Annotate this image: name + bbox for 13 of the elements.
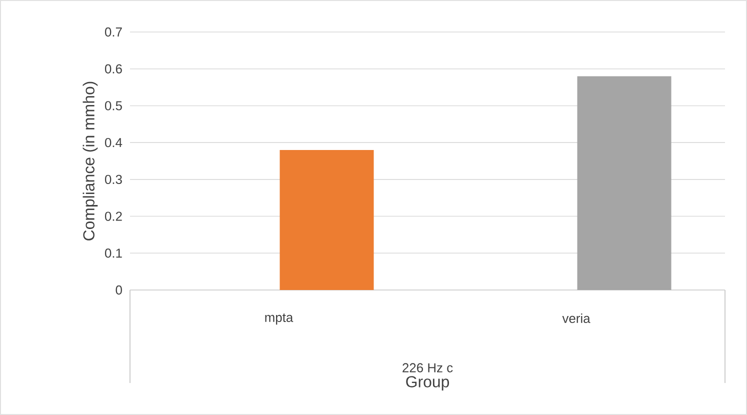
x-tick-label: veria	[562, 314, 590, 324]
y-tick-label: 0.2	[104, 212, 122, 221]
y-tick-label: 0.1	[104, 248, 122, 258]
y-tick-label: 0.7	[104, 27, 122, 37]
y-tick-label: 0.6	[104, 64, 122, 74]
y-tick-label: 0.4	[104, 138, 122, 148]
y-tick-label: 0	[116, 285, 122, 295]
x-tick-label: mpta	[265, 314, 294, 325]
text: 226 Hz c	[402, 363, 453, 372]
y-tick-label: 0.5	[104, 101, 122, 110]
y-axis-title: Compliance (in mmho)	[82, 82, 98, 240]
x-axis-title: Group	[406, 376, 449, 391]
y-tick-label: 0.3	[104, 174, 122, 184]
